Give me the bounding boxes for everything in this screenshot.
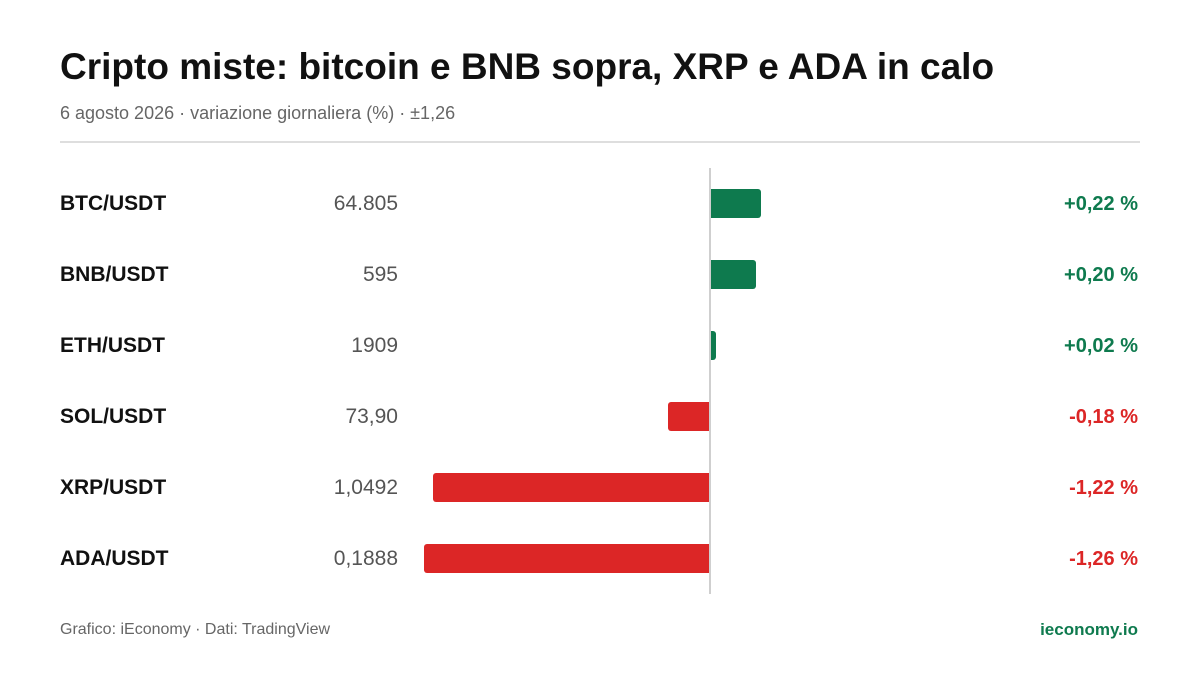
bar-row-eth: ETH/USDT 1909 +0,02 %: [0, 326, 1200, 397]
bar-ada: [424, 544, 709, 573]
change-label-sol: -0,18 %: [1069, 406, 1138, 428]
zero-axis-line: [709, 168, 711, 594]
change-label-btc: +0,22 %: [1064, 193, 1138, 215]
header-divider: [60, 141, 1140, 143]
bar-row-ada: ADA/USDT 0,1888 -1,26 %: [0, 539, 1200, 610]
bar-btc: [711, 189, 761, 218]
change-label-xrp: -1,22 %: [1069, 477, 1138, 499]
chart-subtitle: 6 agosto 2026 · variazione giornaliera (…: [60, 103, 456, 123]
bar-bnb: [711, 260, 757, 289]
price-label-btc: 64.805: [333, 192, 398, 215]
pair-label-eth: ETH/USDT: [60, 334, 165, 357]
pair-label-ada: ADA/USDT: [60, 547, 169, 570]
pair-label-xrp: XRP/USDT: [60, 476, 167, 499]
footer-source: Grafico: iEconomy · Dati: TradingView: [60, 621, 331, 638]
pair-label-btc: BTC/USDT: [60, 192, 167, 215]
pair-label-bnb: BNB/USDT: [60, 263, 169, 286]
pair-label-sol: SOL/USDT: [60, 405, 167, 428]
bar-sol: [668, 402, 709, 431]
bar-row-btc: BTC/USDT 64.805 +0,22 %: [0, 184, 1200, 255]
footer-brand: ieconomy.io: [1040, 620, 1138, 639]
bar-row-sol: SOL/USDT 73,90 -0,18 %: [0, 397, 1200, 468]
bar-xrp: [433, 473, 709, 502]
price-label-bnb: 595: [362, 263, 398, 286]
chart-title: Cripto miste: bitcoin e BNB sopra, XRP e…: [60, 46, 995, 87]
change-label-bnb: +0,20 %: [1064, 264, 1138, 286]
bar-row-bnb: BNB/USDT 595 +0,20 %: [0, 255, 1200, 326]
bar-row-xrp: XRP/USDT 1,0492 -1,22 %: [0, 468, 1200, 539]
price-label-ada: 0,1888: [333, 547, 398, 570]
price-label-eth: 1909: [351, 334, 398, 357]
change-label-eth: +0,02 %: [1064, 335, 1138, 357]
bar-eth: [711, 331, 716, 360]
price-label-sol: 73,90: [345, 405, 398, 428]
change-label-ada: -1,26 %: [1069, 548, 1138, 570]
price-label-xrp: 1,0492: [333, 476, 398, 499]
bar-rows: BTC/USDT 64.805 +0,22 % BNB/USDT 595 +0,…: [0, 184, 1200, 610]
